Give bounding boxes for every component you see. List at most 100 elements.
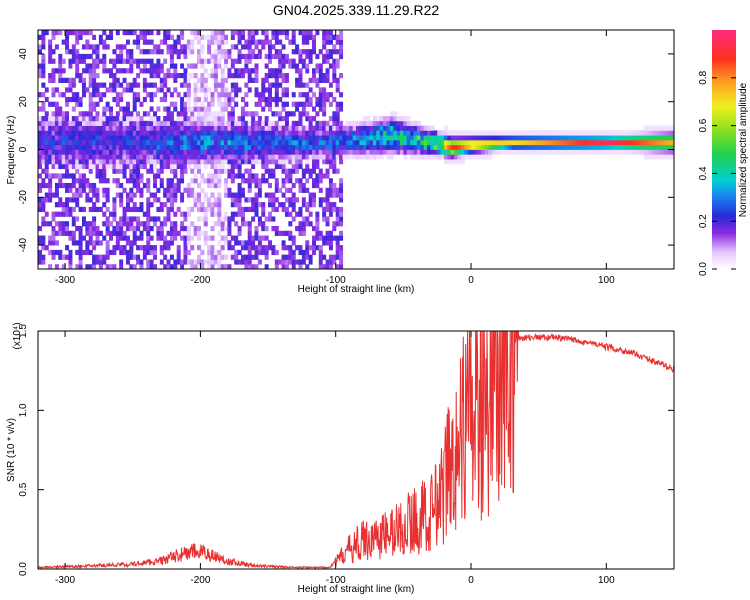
heatmap-cell — [92, 139, 97, 146]
heatmap-cell — [305, 206, 310, 213]
heatmap-cell — [109, 154, 114, 160]
heatmap-cell — [433, 135, 438, 141]
heatmap-cell — [295, 178, 300, 184]
heatmap-cell — [51, 154, 56, 160]
heatmap-cell — [68, 235, 73, 241]
heatmap-cell — [301, 49, 306, 55]
heatmap-cell — [193, 173, 198, 179]
heatmap-cell — [169, 221, 174, 227]
heatmap-cell — [166, 111, 171, 117]
heatmap-cell — [142, 254, 147, 260]
heatmap-cell — [186, 149, 191, 155]
heatmap-cell — [284, 187, 289, 193]
heatmap-cell — [159, 125, 164, 131]
heatmap-cell — [109, 87, 114, 93]
heatmap-cell — [146, 154, 151, 160]
heatmap-cell — [484, 139, 489, 146]
heatmap-cell — [268, 245, 273, 251]
heatmap-cell — [298, 116, 303, 122]
heatmap-cell — [403, 125, 408, 131]
heatmap-cell — [142, 163, 147, 170]
heatmap-cell — [183, 49, 188, 55]
heatmap-cell — [149, 168, 154, 174]
heatmap-cell — [288, 135, 293, 141]
heatmap-cell — [163, 254, 168, 260]
heatmap-cell — [237, 197, 242, 203]
heatmap-cell — [44, 125, 49, 131]
heatmap-cell — [156, 159, 161, 165]
heatmap-cell — [477, 130, 482, 136]
heatmap-cell — [251, 68, 256, 74]
heatmap-cell — [98, 230, 103, 236]
heatmap-cell — [95, 159, 100, 165]
heatmap-cell — [237, 30, 242, 36]
heatmap-cell — [494, 149, 499, 155]
heatmap-cell — [298, 163, 303, 170]
heatmap-cell — [65, 221, 70, 227]
heatmap-cell — [521, 139, 526, 146]
heatmap-cell — [85, 44, 90, 50]
heatmap-cell — [88, 44, 93, 50]
heatmap-cell — [268, 149, 273, 155]
heatmap-cell — [44, 135, 49, 141]
heatmap-cell — [65, 245, 70, 251]
heatmap-cell — [210, 144, 215, 150]
heatmap-cell — [298, 77, 303, 83]
heatmap-cell — [217, 249, 222, 256]
heatmap-cell — [535, 149, 540, 155]
heatmap-cell — [450, 149, 455, 155]
heatmap-cell — [136, 44, 141, 50]
heatmap-cell — [61, 116, 66, 122]
heatmap-cell — [71, 116, 76, 122]
heatmap-cell — [220, 82, 225, 88]
heatmap-cell — [129, 216, 134, 222]
heatmap-cell — [183, 235, 188, 241]
heatmap-cell — [163, 96, 168, 103]
heatmap-cell — [224, 154, 229, 160]
heatmap-cell — [224, 77, 229, 83]
heatmap-cell — [146, 221, 151, 227]
heatmap-cell — [58, 159, 63, 165]
heatmap-cell — [254, 230, 259, 236]
heatmap-cell — [44, 139, 49, 146]
heatmap-cell — [328, 116, 333, 122]
heatmap-cell — [159, 206, 164, 213]
heatmap-cell — [237, 240, 242, 246]
heatmap-cell — [58, 139, 63, 146]
heatmap-cell — [132, 264, 137, 269]
heatmap-cell — [71, 192, 76, 198]
heatmap-cell — [247, 120, 252, 126]
heatmap-cell — [75, 92, 80, 98]
heatmap-cell — [315, 125, 320, 131]
heatmap-cell — [136, 144, 141, 150]
heatmap-cell — [176, 120, 181, 126]
heatmap-cell — [200, 44, 205, 50]
heatmap-cell — [312, 135, 316, 141]
heatmap-cell — [278, 230, 283, 236]
heatmap-cell — [386, 116, 391, 122]
heatmap-cell — [193, 73, 198, 79]
heatmap-cell — [203, 149, 208, 155]
heatmap-cell — [322, 211, 327, 217]
heatmap-cell — [197, 159, 201, 165]
heatmap-cell — [85, 130, 90, 136]
heatmap-cell — [95, 254, 100, 260]
heatmap-cell — [122, 235, 127, 241]
heatmap-cell — [305, 116, 310, 122]
heatmap-cell — [71, 53, 76, 60]
heatmap-cell — [41, 44, 46, 50]
heatmap-cell — [325, 39, 330, 45]
heatmap-cell — [227, 225, 232, 232]
heatmap-cell — [125, 249, 130, 256]
heatmap-cell — [322, 139, 327, 146]
heatmap-cell — [139, 144, 144, 150]
heatmap-cell — [112, 178, 117, 184]
heatmap-cell — [268, 49, 273, 55]
heatmap-cell — [416, 139, 421, 146]
heatmap-cell — [163, 125, 168, 131]
heatmap-cell — [230, 30, 235, 36]
heatmap-cell — [230, 58, 235, 64]
heatmap-cell — [508, 135, 513, 141]
heatmap-cell — [85, 63, 90, 69]
heatmap-cell — [41, 120, 46, 126]
